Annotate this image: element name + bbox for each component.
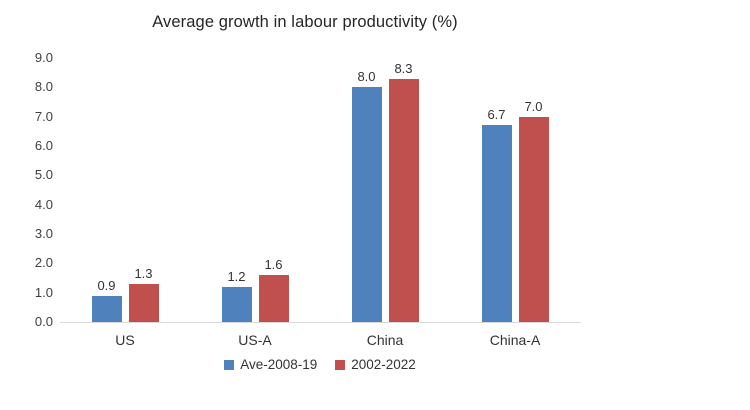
- y-axis-tick-label: 8.0: [34, 79, 53, 95]
- bar-value-label: 8.0: [357, 69, 376, 84]
- bar-value-label: 7.0: [524, 99, 543, 114]
- x-axis-line: [60, 322, 581, 323]
- y-axis-tick-label: 9.0: [34, 50, 53, 65]
- y-axis-tick-label: 6.0: [34, 138, 53, 153]
- bar-value-label: 0.9: [97, 278, 116, 293]
- y-axis-tick-label: 2.0: [34, 255, 53, 271]
- legend: Ave-2008-19 2002-2022: [60, 357, 580, 372]
- legend-item: Ave-2008-19: [224, 357, 317, 372]
- bar-us-series-2: [128, 284, 159, 322]
- x-axis-category-label: US: [115, 332, 135, 348]
- y-axis-tick-label: 7.0: [34, 108, 53, 124]
- bar-us-a-series-1: [221, 287, 252, 322]
- legend-label: Ave-2008-19: [240, 357, 318, 372]
- bar-value-label: 1.6: [264, 257, 283, 272]
- bar-us-series-1: [91, 296, 122, 322]
- bar-china-a-series-1: [481, 125, 512, 322]
- bar-china-series-2: [388, 79, 419, 322]
- legend-label: 2002-2022: [351, 357, 416, 372]
- bar-us-a-series-2: [258, 275, 289, 322]
- bar-value-label: 1.3: [134, 266, 153, 281]
- bar-value-label: 6.7: [487, 107, 506, 122]
- y-axis-tick-label: 4.0: [34, 196, 53, 212]
- chart-title: Average growth in labour productivity (%…: [152, 13, 458, 31]
- y-axis-tick-label: 0.0: [34, 314, 53, 329]
- plot-area: 0.9 1.3 1.2 1.6 8.0 8.3 6.7 7.0: [60, 58, 580, 322]
- bar-value-label: 8.3: [394, 61, 413, 76]
- x-axis-category-label: China: [366, 332, 404, 348]
- legend-item: 2002-2022: [335, 357, 416, 372]
- bar-china-a-series-2: [518, 117, 549, 322]
- legend-swatch: [335, 359, 346, 370]
- legend-swatch: [224, 359, 235, 370]
- bar-value-label: 1.2: [227, 269, 246, 284]
- y-axis-tick-label: 3.0: [34, 226, 53, 241]
- bar-china-series-1: [351, 87, 382, 322]
- y-axis-tick-label: 1.0: [34, 284, 53, 300]
- x-axis-category-label: China-A: [489, 332, 541, 348]
- x-axis-category-label: US-A: [238, 332, 272, 348]
- y-axis-tick-label: 5.0: [34, 167, 53, 183]
